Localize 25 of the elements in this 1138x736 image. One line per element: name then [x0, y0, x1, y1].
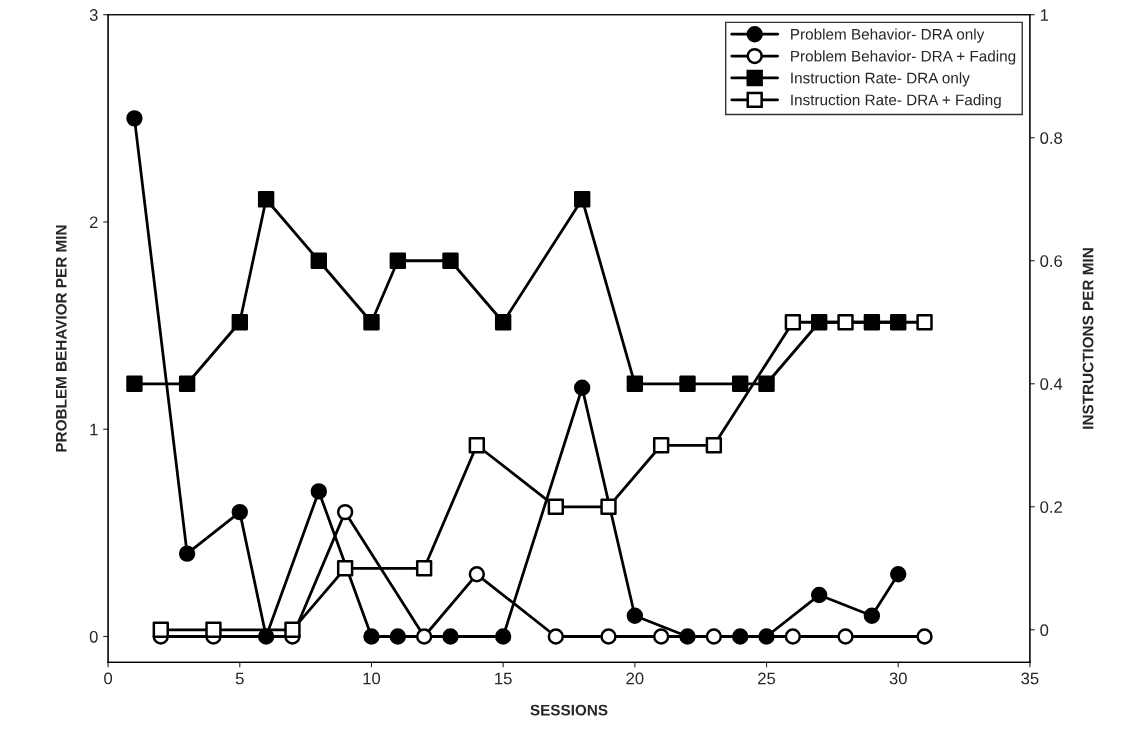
- x-tick-label: 30: [889, 672, 907, 685]
- x-tick-label: 20: [626, 672, 644, 685]
- x-tick-label: 5: [235, 672, 244, 685]
- x-tick-label: 25: [758, 672, 776, 685]
- y2-tick-label: 0.4: [1040, 378, 1063, 390]
- y-tick-label: 3: [89, 9, 98, 21]
- y2-tick-label: 0: [1040, 624, 1049, 636]
- y2-tick-label: 1: [1040, 9, 1049, 21]
- x-tick-label: 0: [104, 672, 113, 685]
- legend-label: Problem Behavior- DRA only: [791, 28, 985, 43]
- y2-axis-title: INSTRUCTIONS PER MIN: [1082, 248, 1094, 429]
- y2-tick-label: 0.8: [1040, 132, 1063, 144]
- x-tick-label: 15: [495, 672, 512, 685]
- y-axis-title: PROBLEM BEHAVIOR PER MIN: [55, 225, 67, 452]
- y-tick-label: 1: [90, 423, 98, 436]
- legend-label: Instruction Rate- DRA only: [791, 72, 970, 87]
- legend-label: Problem Behavior- DRA + Fading: [791, 50, 1016, 65]
- x-tick-label: 10: [363, 672, 381, 685]
- x-axis-title: SESSIONS: [530, 704, 608, 716]
- y-tick-label: 2: [89, 216, 98, 229]
- y2-tick-label: 0.2: [1040, 501, 1062, 513]
- y-tick-label: 0: [89, 630, 98, 643]
- y2-tick-label: 0.6: [1040, 255, 1063, 267]
- x-tick-label: 35: [1021, 672, 1039, 685]
- legend-label: Instruction Rate- DRA + Fading: [791, 94, 1001, 109]
